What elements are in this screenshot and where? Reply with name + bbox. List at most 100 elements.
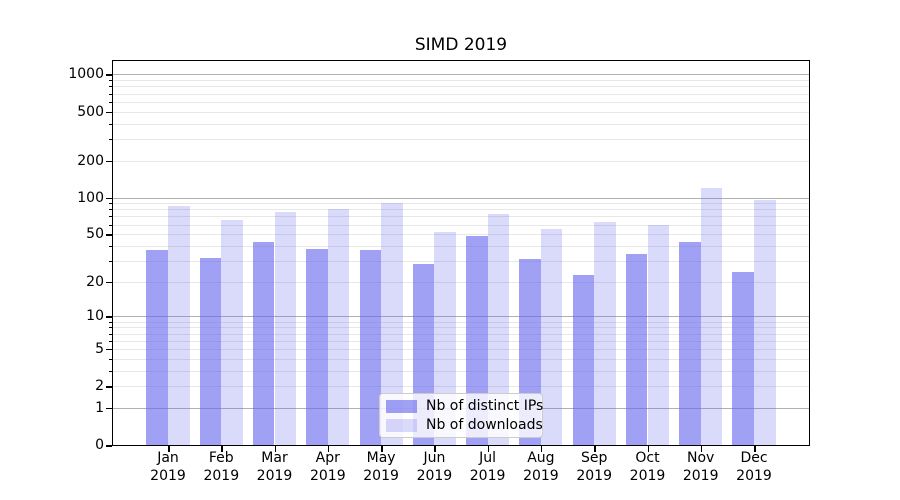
minor-gridline <box>113 93 809 95</box>
major-gridline <box>113 197 809 199</box>
x-tick <box>381 446 383 452</box>
x-tick <box>221 446 223 452</box>
bar-downloads <box>647 224 670 445</box>
x-tick-label: Mar 2019 <box>248 450 302 485</box>
bar-distinct-ips <box>572 274 595 445</box>
x-tick-year: 2019 <box>309 467 346 484</box>
y-minor-tick <box>108 340 112 342</box>
x-tick-year: 2019 <box>203 467 240 484</box>
x-tick-month: Apr <box>315 450 340 466</box>
bar-distinct-ips <box>625 254 648 445</box>
minor-gridline <box>113 123 809 125</box>
y-tick-label: 10 <box>86 308 104 325</box>
y-tick-label: 50 <box>86 226 104 243</box>
x-tick-year: 2019 <box>736 467 772 484</box>
x-tick-year: 2019 <box>256 467 293 484</box>
minor-gridline <box>113 138 809 140</box>
x-tick-month: May <box>366 450 396 466</box>
y-tick <box>106 316 112 318</box>
x-tick-month: Aug <box>527 450 555 466</box>
minor-gridline <box>113 327 809 329</box>
y-minor-tick <box>108 160 112 162</box>
bar-distinct-ips <box>306 248 328 445</box>
minor-gridline <box>113 216 809 218</box>
x-tick <box>754 446 756 452</box>
x-tick-month: Nov <box>687 450 715 466</box>
x-tick-label: Aug 2019 <box>514 450 568 485</box>
minor-gridline <box>113 358 809 360</box>
major-gridline <box>113 316 809 318</box>
x-tick-year: 2019 <box>416 467 453 484</box>
x-tick <box>168 446 170 452</box>
bar-distinct-ips <box>252 242 275 445</box>
y-tick <box>106 445 112 447</box>
legend-swatch-downloads <box>386 418 417 432</box>
bar-downloads <box>168 206 190 445</box>
minor-gridline <box>113 160 809 162</box>
minor-gridline <box>113 386 809 388</box>
bar-downloads <box>487 214 510 445</box>
bar-downloads <box>540 229 563 445</box>
minor-gridline <box>113 86 809 88</box>
y-minor-tick <box>108 370 112 372</box>
minor-gridline <box>113 111 809 113</box>
x-tick-label: Nov 2019 <box>674 450 728 485</box>
y-minor-tick <box>108 224 112 226</box>
x-tick-month: Feb <box>208 450 234 466</box>
y-tick-label: 1000 <box>68 66 104 83</box>
bar-downloads <box>700 187 723 445</box>
minor-gridline <box>113 101 809 103</box>
minor-gridline <box>113 245 809 247</box>
x-tick-month: Jul <box>479 450 497 466</box>
y-tick <box>106 407 112 410</box>
bar-distinct-ips <box>679 242 701 445</box>
bar-distinct-ips <box>732 272 754 445</box>
x-tick-year: 2019 <box>469 467 506 484</box>
y-minor-tick <box>108 216 112 218</box>
y-minor-tick <box>108 327 112 329</box>
x-tick-month: Oct <box>635 450 660 466</box>
x-tick-year: 2019 <box>150 467 186 484</box>
bar-downloads <box>221 220 243 445</box>
x-tick <box>647 446 649 452</box>
x-tick <box>274 446 276 452</box>
y-tick-label: 20 <box>86 273 104 290</box>
minor-gridline <box>113 281 809 283</box>
x-tick-year: 2019 <box>682 467 719 484</box>
x-tick-label: Jul 2019 <box>461 450 515 485</box>
x-tick-year: 2019 <box>629 467 666 484</box>
x-tick <box>540 446 543 452</box>
minor-gridline <box>113 260 809 262</box>
minor-gridline <box>113 224 809 226</box>
x-tick-label: Jan 2019 <box>141 450 195 485</box>
y-minor-tick <box>108 138 112 140</box>
bar-downloads <box>754 199 776 445</box>
x-tick <box>700 446 703 452</box>
y-tick <box>106 197 112 199</box>
major-gridline <box>113 74 809 76</box>
minor-gridline <box>113 80 809 82</box>
minor-gridline <box>113 209 809 211</box>
minor-gridline <box>113 234 809 236</box>
x-tick-month: Dec <box>740 450 768 466</box>
minor-gridline <box>113 203 809 205</box>
y-minor-tick <box>108 281 112 283</box>
minor-gridline <box>113 340 809 342</box>
x-tick-year: 2019 <box>576 467 612 484</box>
minor-gridline <box>113 321 809 323</box>
y-minor-tick <box>108 333 112 335</box>
y-minor-tick <box>108 260 112 262</box>
minor-gridline <box>113 348 809 350</box>
y-tick-label: 500 <box>77 103 104 120</box>
y-minor-tick <box>108 101 112 103</box>
x-tick <box>594 446 596 452</box>
y-minor-tick <box>108 80 112 82</box>
y-minor-tick <box>108 93 112 95</box>
x-tick-month: Mar <box>261 450 288 466</box>
bar-downloads <box>381 203 403 445</box>
bar-distinct-ips <box>466 236 488 445</box>
y-minor-tick <box>108 245 112 247</box>
bar-distinct-ips <box>199 257 222 445</box>
minor-gridline <box>113 333 809 335</box>
